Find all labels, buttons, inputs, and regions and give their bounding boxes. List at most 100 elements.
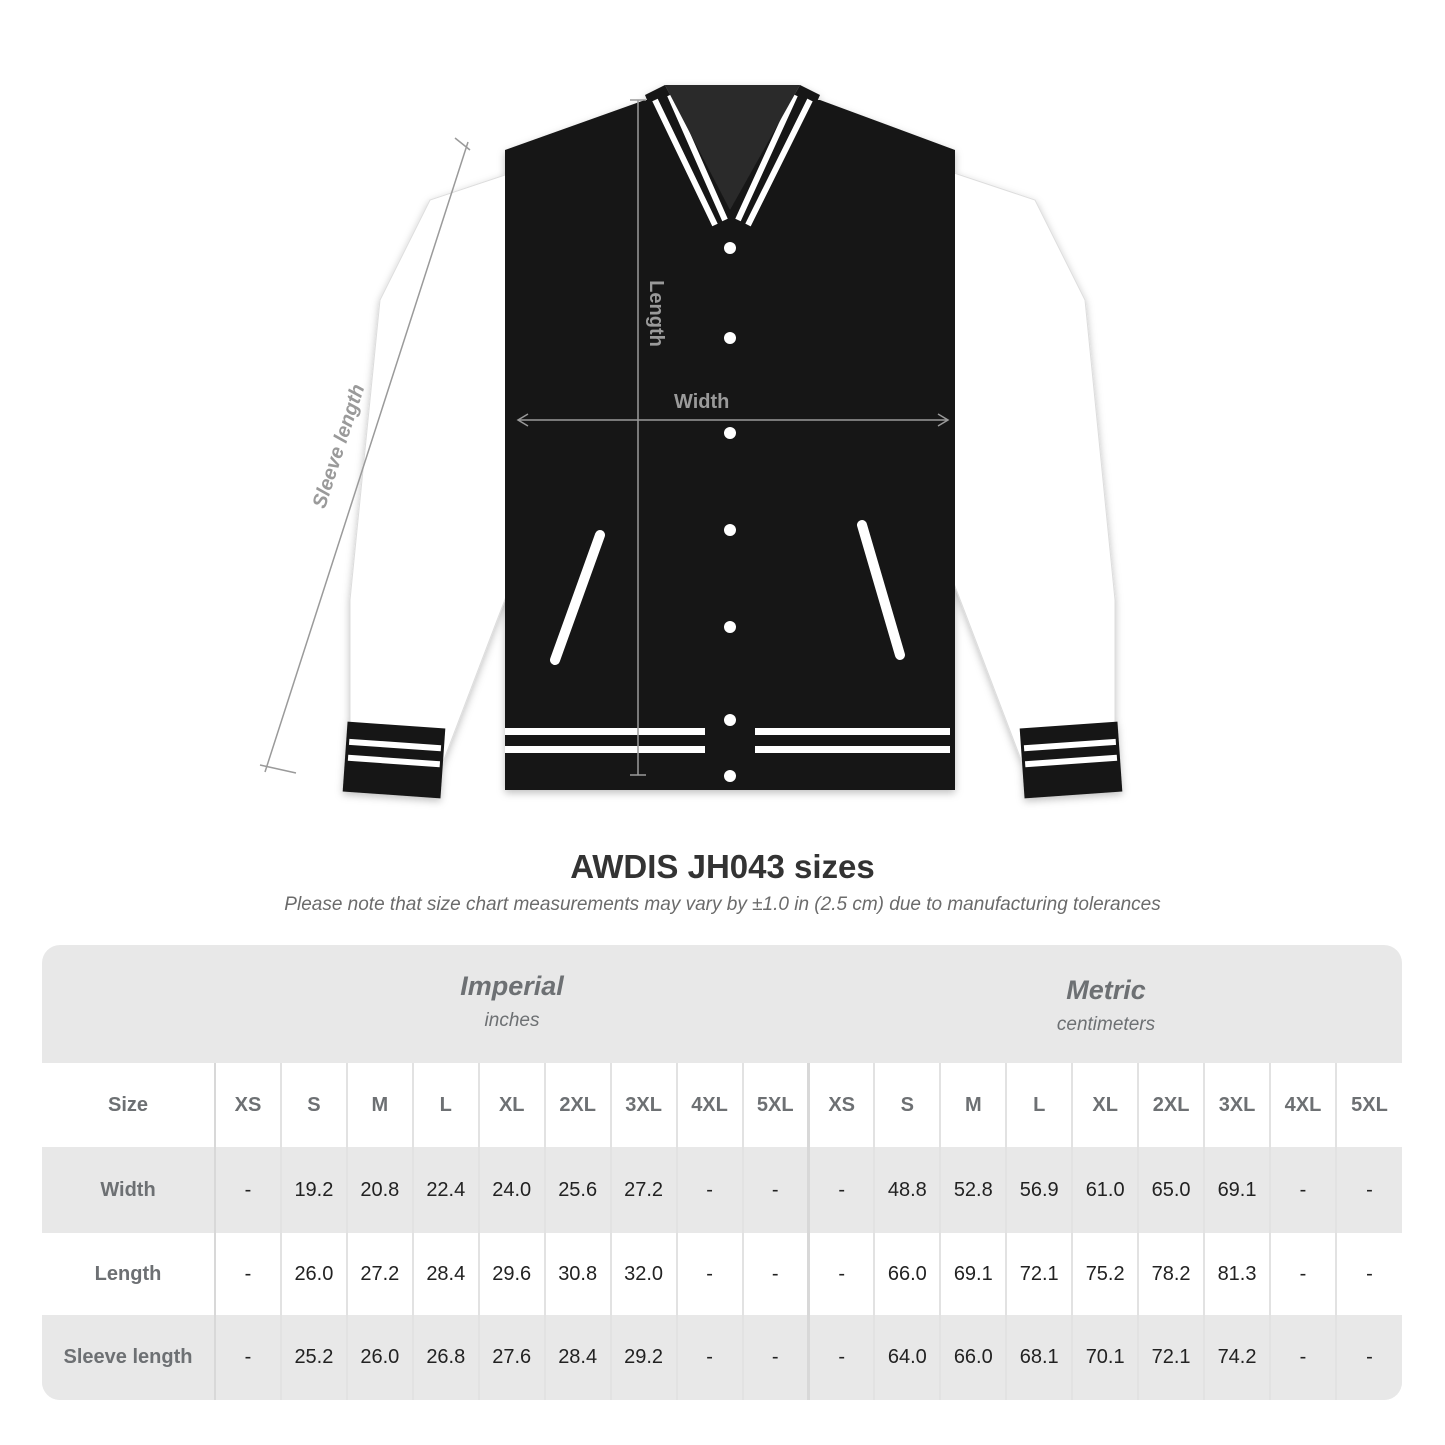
metric-size-header: M (939, 1063, 1007, 1147)
size-header-row: Size XS S M L XL 2XL 3XL 4XL 5XL XS S M L XL 2XL 3XL 4XL 5… (42, 1063, 1402, 1147)
imperial-size-header: XS (214, 1063, 281, 1147)
table-row: Width -19.2 20.8 22.4 24.0 25.6 27.2- - -48.8 52.… (42, 1147, 1402, 1233)
table-row: Length -26.0 27.2 28.4 29.6 30.8 32.0- - -66.0 69… (42, 1233, 1402, 1315)
measurement-lines (259, 99, 950, 776)
tolerance-note: Please note that size chart measurements… (284, 894, 1161, 915)
size-table: Imperial inches Metric centimeters Size X… (42, 945, 1402, 1400)
imperial-value-cell: 27.2 (609, 1147, 677, 1233)
imperial-size-header: XL (477, 1063, 545, 1147)
left-cuff (342, 721, 446, 799)
metric-value-cell: 81.3 (1203, 1233, 1270, 1315)
metric-size-header: XL (1071, 1063, 1139, 1147)
imperial-value-cell: 27.6 (477, 1315, 545, 1400)
metric-value-cell: - (806, 1147, 875, 1233)
row-label: Sleeve length (42, 1315, 216, 1400)
size-grid: Size XS S M L XL 2XL 3XL 4XL 5XL XS S M L XL 2XL 3XL 4XL 5… (42, 1063, 1402, 1400)
metric-value-cell: 68.1 (1005, 1315, 1073, 1400)
imperial-size-header: M (345, 1063, 413, 1147)
metric-value-cell: 75.2 (1071, 1233, 1139, 1315)
imperial-value-cell: - (741, 1233, 809, 1315)
imperial-value-cell: 32.0 (609, 1233, 677, 1315)
row-label: Width (42, 1147, 216, 1233)
imperial-value-cell: 28.4 (411, 1233, 479, 1315)
imperial-value-cell: - (741, 1315, 809, 1400)
right-cuff (1019, 721, 1123, 799)
imperial-value-cell: - (741, 1147, 809, 1233)
left-sleeve (349, 169, 521, 771)
imperial-value-cell: - (675, 1233, 743, 1315)
metric-size-header: 4XL (1269, 1063, 1336, 1147)
imperial-size-header: 3XL (609, 1063, 677, 1147)
imperial-value-cell: 29.2 (609, 1315, 677, 1400)
metric-value-cell: - (1269, 1233, 1336, 1315)
buttons (724, 242, 736, 782)
imperial-size-header: 2XL (543, 1063, 611, 1147)
imperial-value-cell: 28.4 (543, 1315, 611, 1400)
metric-value-cell: 72.1 (1005, 1233, 1073, 1315)
metric-value-cell: - (1334, 1315, 1402, 1400)
metric-value-cell: - (806, 1233, 875, 1315)
imperial-size-header: 4XL (675, 1063, 743, 1147)
metric-size-header: S (873, 1063, 941, 1147)
metric-size-header: L (1005, 1063, 1073, 1147)
metric-value-cell: 72.1 (1137, 1315, 1205, 1400)
imperial-value-cell: 19.2 (279, 1147, 347, 1233)
metric-value-cell: - (1269, 1315, 1336, 1400)
imperial-title: Imperial (460, 971, 564, 1001)
metric-value-cell: 61.0 (1071, 1147, 1139, 1233)
imperial-value-cell: 24.0 (477, 1147, 545, 1233)
metric-value-cell: 69.1 (939, 1233, 1007, 1315)
metric-value-cell: 74.2 (1203, 1315, 1270, 1400)
metric-value-cell: - (1334, 1233, 1402, 1315)
metric-value-cell: 66.0 (873, 1233, 941, 1315)
collar (645, 85, 820, 245)
chart-title: AWDIS JH043 sizes (570, 848, 875, 885)
metric-value-cell: 69.1 (1203, 1147, 1270, 1233)
metric-value-cell: 56.9 (1005, 1147, 1073, 1233)
metric-size-header: XS (806, 1063, 875, 1147)
metric-value-cell: - (1334, 1147, 1402, 1233)
metric-value-cell: 52.8 (939, 1147, 1007, 1233)
metric-value-cell: 66.0 (939, 1315, 1007, 1400)
imperial-value-cell: 26.8 (411, 1315, 479, 1400)
size-label: Size (42, 1063, 216, 1147)
metric-value-cell: 48.8 (873, 1147, 941, 1233)
imperial-size-header: 5XL (741, 1063, 809, 1147)
imperial-value-cell: - (214, 1233, 281, 1315)
width-label: Width (674, 391, 730, 413)
metric-value-cell: - (1269, 1147, 1336, 1233)
metric-value-cell: 78.2 (1137, 1233, 1205, 1315)
jacket-body (505, 100, 955, 790)
metric-title: Metric (1066, 975, 1146, 1005)
metric-size-header: 2XL (1137, 1063, 1205, 1147)
imperial-size-header: S (279, 1063, 347, 1147)
metric-size-header: 3XL (1203, 1063, 1270, 1147)
table-row: Sleeve length -25.2 26.0 26.8 27.6 28.4 29.2- -… (42, 1315, 1402, 1400)
length-label: Length (644, 280, 667, 347)
metric-value-cell: - (806, 1315, 875, 1400)
metric-value-cell: 64.0 (873, 1315, 941, 1400)
metric-value-cell: 65.0 (1137, 1147, 1205, 1233)
imperial-unit: inches (484, 1010, 540, 1031)
metric-size-header: 5XL (1334, 1063, 1402, 1147)
imperial-value-cell: 29.6 (477, 1233, 545, 1315)
metric-value-cell: 70.1 (1071, 1315, 1139, 1400)
imperial-value-cell: - (675, 1147, 743, 1233)
imperial-value-cell: - (214, 1147, 281, 1233)
jacket-illustration (259, 85, 1123, 799)
imperial-value-cell: - (675, 1315, 743, 1400)
imperial-value-cell: 26.0 (345, 1315, 413, 1400)
imperial-value-cell: 25.2 (279, 1315, 347, 1400)
right-sleeve (944, 169, 1116, 771)
imperial-value-cell: 26.0 (279, 1233, 347, 1315)
imperial-value-cell: 20.8 (345, 1147, 413, 1233)
imperial-value-cell: 27.2 (345, 1233, 413, 1315)
imperial-size-header: L (411, 1063, 479, 1147)
imperial-value-cell: 30.8 (543, 1233, 611, 1315)
imperial-value-cell: 22.4 (411, 1147, 479, 1233)
imperial-value-cell: - (214, 1315, 281, 1400)
metric-unit: centimeters (1056, 1014, 1156, 1035)
imperial-header: Imperial inches (214, 945, 810, 1063)
metric-header: Metric centimeters (810, 945, 1402, 1063)
